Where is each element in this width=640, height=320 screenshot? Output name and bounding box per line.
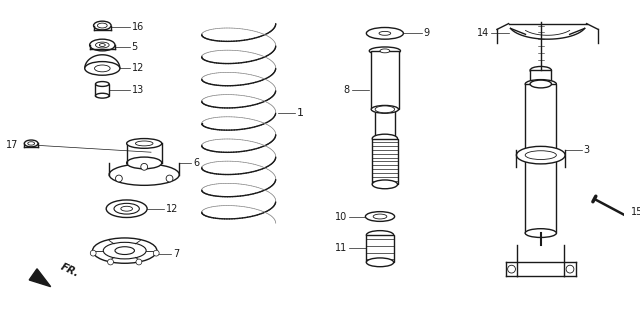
Ellipse shape bbox=[375, 106, 395, 113]
Ellipse shape bbox=[372, 180, 397, 189]
Ellipse shape bbox=[95, 42, 109, 48]
Circle shape bbox=[166, 175, 173, 182]
Text: FR.: FR. bbox=[58, 262, 80, 279]
Ellipse shape bbox=[95, 93, 109, 98]
Ellipse shape bbox=[28, 142, 35, 145]
Text: 15: 15 bbox=[631, 207, 640, 217]
Text: 1: 1 bbox=[297, 108, 304, 118]
Bar bbox=[366, 235, 394, 262]
Ellipse shape bbox=[93, 238, 157, 263]
Ellipse shape bbox=[84, 61, 120, 75]
Ellipse shape bbox=[379, 31, 390, 35]
Text: 12: 12 bbox=[132, 63, 144, 73]
Ellipse shape bbox=[369, 47, 401, 55]
Ellipse shape bbox=[516, 146, 565, 164]
Bar bbox=[530, 70, 552, 84]
Ellipse shape bbox=[366, 28, 403, 39]
Ellipse shape bbox=[106, 200, 147, 218]
Polygon shape bbox=[29, 269, 51, 287]
Text: 7: 7 bbox=[173, 249, 180, 259]
Text: 10: 10 bbox=[335, 212, 347, 221]
Ellipse shape bbox=[103, 242, 146, 259]
Ellipse shape bbox=[115, 247, 134, 254]
Ellipse shape bbox=[114, 203, 140, 214]
Text: 8: 8 bbox=[344, 85, 350, 95]
Ellipse shape bbox=[127, 139, 162, 148]
Bar bbox=[95, 84, 109, 96]
Ellipse shape bbox=[371, 105, 399, 113]
Ellipse shape bbox=[525, 151, 556, 159]
Bar bbox=[525, 84, 556, 233]
Ellipse shape bbox=[525, 229, 556, 237]
Ellipse shape bbox=[121, 206, 132, 211]
Ellipse shape bbox=[373, 214, 387, 219]
Ellipse shape bbox=[365, 212, 395, 221]
Ellipse shape bbox=[99, 44, 105, 46]
Text: 5: 5 bbox=[132, 42, 138, 52]
Ellipse shape bbox=[93, 21, 111, 30]
Ellipse shape bbox=[97, 23, 107, 28]
Text: 14: 14 bbox=[477, 28, 489, 38]
Ellipse shape bbox=[380, 49, 390, 53]
Bar bbox=[375, 109, 395, 139]
Text: 3: 3 bbox=[584, 145, 590, 155]
Ellipse shape bbox=[525, 80, 556, 88]
Text: 11: 11 bbox=[335, 243, 347, 253]
Ellipse shape bbox=[366, 231, 394, 239]
Ellipse shape bbox=[90, 39, 115, 51]
Text: 12: 12 bbox=[166, 204, 178, 214]
Circle shape bbox=[141, 164, 148, 170]
Circle shape bbox=[115, 175, 122, 182]
Text: 9: 9 bbox=[424, 28, 430, 38]
Text: 16: 16 bbox=[132, 22, 144, 33]
Ellipse shape bbox=[109, 164, 179, 185]
Text: 6: 6 bbox=[193, 158, 199, 168]
Circle shape bbox=[566, 265, 574, 273]
Bar bbox=[372, 139, 397, 184]
Text: 17: 17 bbox=[6, 140, 18, 150]
Circle shape bbox=[154, 250, 159, 256]
Ellipse shape bbox=[95, 65, 110, 72]
Ellipse shape bbox=[127, 157, 162, 169]
Ellipse shape bbox=[372, 134, 397, 143]
Ellipse shape bbox=[136, 141, 153, 146]
Ellipse shape bbox=[530, 80, 552, 88]
Ellipse shape bbox=[366, 258, 394, 267]
Ellipse shape bbox=[24, 140, 38, 147]
Circle shape bbox=[508, 265, 515, 273]
Ellipse shape bbox=[530, 67, 552, 74]
Bar bbox=[371, 51, 399, 109]
Circle shape bbox=[136, 259, 142, 265]
Circle shape bbox=[108, 259, 113, 265]
Text: 13: 13 bbox=[132, 85, 144, 95]
Ellipse shape bbox=[95, 82, 109, 86]
Circle shape bbox=[90, 250, 96, 256]
